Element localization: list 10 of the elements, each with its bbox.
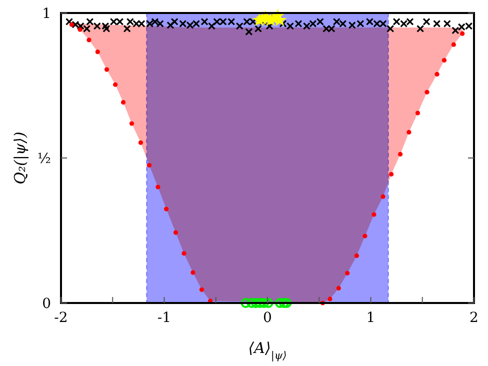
x-axis-title: ⟨A⟩$_{|ψ⟩}$ bbox=[248, 339, 287, 362]
x-tick-label: 2 bbox=[470, 310, 478, 326]
y-axis-title: Q₂(|ψ⟩) bbox=[11, 132, 29, 184]
x-tick-label: 1 bbox=[366, 310, 376, 326]
x-tick-label: -1 bbox=[157, 310, 172, 326]
y-tick-label: 1 bbox=[42, 6, 51, 22]
x-tick-label: -2 bbox=[54, 310, 68, 326]
y-tick-label: 0 bbox=[42, 296, 51, 312]
y-tick-label: ½ bbox=[37, 151, 51, 167]
x-tick-label: 0 bbox=[263, 310, 272, 326]
